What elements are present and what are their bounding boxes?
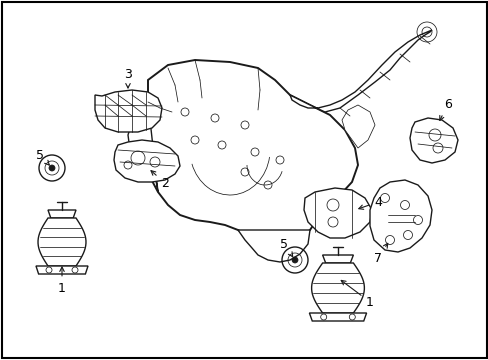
Text: 5: 5 <box>280 238 292 257</box>
Circle shape <box>49 165 55 171</box>
Text: 6: 6 <box>439 98 451 120</box>
Polygon shape <box>95 90 162 132</box>
Polygon shape <box>38 218 86 266</box>
Polygon shape <box>304 188 371 238</box>
Polygon shape <box>114 140 180 182</box>
Text: 2: 2 <box>151 171 168 189</box>
Polygon shape <box>369 180 431 252</box>
Polygon shape <box>142 60 357 242</box>
Polygon shape <box>289 30 431 112</box>
Polygon shape <box>48 210 76 218</box>
Polygon shape <box>341 105 374 148</box>
Text: 3: 3 <box>124 68 132 88</box>
Text: 5: 5 <box>36 149 49 165</box>
Polygon shape <box>409 118 457 163</box>
Text: 1: 1 <box>58 267 66 294</box>
Polygon shape <box>322 255 353 263</box>
Polygon shape <box>238 230 309 262</box>
Polygon shape <box>311 263 364 313</box>
Polygon shape <box>128 102 158 192</box>
Text: 4: 4 <box>358 195 381 209</box>
Text: 1: 1 <box>341 280 373 309</box>
Text: 7: 7 <box>373 243 387 265</box>
Polygon shape <box>36 266 88 274</box>
Polygon shape <box>309 313 366 321</box>
Circle shape <box>291 257 297 263</box>
